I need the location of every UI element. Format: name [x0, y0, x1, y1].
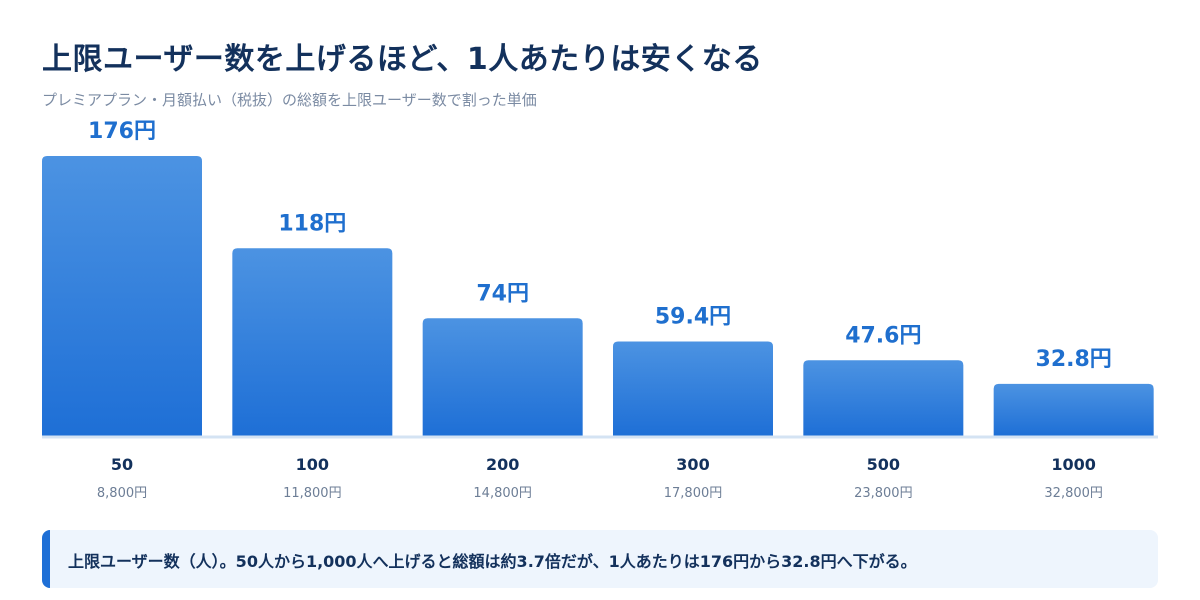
value-label-100: 118円 — [278, 211, 346, 236]
total-label-500: 23,800円 — [854, 486, 913, 501]
bar-500 — [803, 360, 964, 436]
bar-100 — [232, 248, 393, 436]
value-label-1000: 32.8円 — [1036, 347, 1112, 372]
bar-50 — [42, 156, 202, 436]
bars-layer — [42, 156, 1154, 436]
chart-subtitle: プレミアプラン・月額払い（税抜）の総額を上限ユーザー数で割った単価 — [42, 91, 537, 109]
category-label-200: 200 — [486, 455, 519, 474]
value-label-200: 74円 — [476, 281, 529, 306]
category-label-500: 500 — [867, 455, 900, 474]
chart-title: 上限ユーザー数を上げるほど、1人あたりは安くなる — [42, 42, 763, 77]
bar-1000 — [993, 383, 1154, 436]
total-label-300: 17,800円 — [664, 486, 723, 501]
note-accent-bar — [42, 530, 50, 588]
total-label-200: 14,800円 — [473, 486, 532, 501]
total-label-1000: 32,800円 — [1044, 486, 1103, 501]
total-label-50: 8,800円 — [97, 486, 147, 501]
bar-300 — [613, 341, 773, 436]
category-label-300: 300 — [676, 455, 709, 474]
summary-note: 上限ユーザー数（人）。50人から1,000人へ上げると総額は約3.7倍だが、1人… — [42, 530, 1158, 588]
bar-200 — [422, 318, 583, 436]
category-label-1000: 1000 — [1051, 455, 1096, 474]
bar-chart: 176円 50 8,800円 118円 100 11,800円 74円 200 14,800円 5… — [42, 119, 1158, 501]
value-label-300: 59.4円 — [655, 305, 731, 330]
total-label-100: 11,800円 — [283, 486, 342, 501]
labels-layer: 176円 50 8,800円 118円 100 11,800円 74円 200 14,800円 5… — [88, 119, 1112, 501]
category-label-50: 50 — [111, 455, 133, 474]
category-label-100: 100 — [296, 455, 329, 474]
value-label-500: 47.6円 — [845, 323, 921, 348]
note-text: 上限ユーザー数（人）。50人から1,000人へ上げると総額は約3.7倍だが、1人… — [68, 552, 917, 571]
value-label-50: 176円 — [88, 119, 156, 144]
